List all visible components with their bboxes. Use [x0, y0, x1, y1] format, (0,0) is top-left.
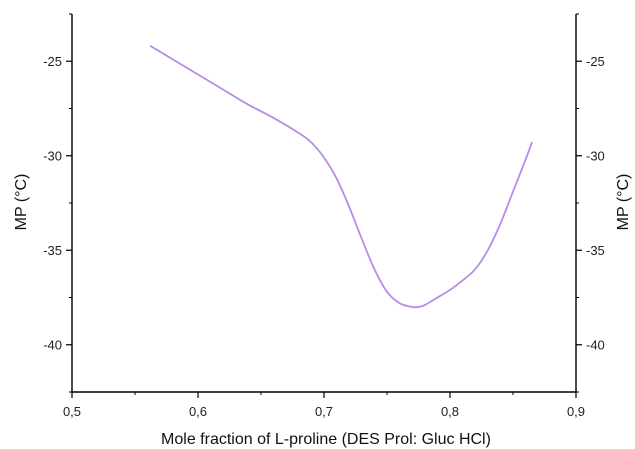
y-tick-label-right: -25	[586, 54, 605, 69]
series-line	[149, 45, 533, 309]
y-axis-label-right: MP (°C)	[615, 174, 632, 231]
y-tick-label-right: -30	[586, 148, 605, 163]
x-tick-label: 0,9	[567, 404, 585, 419]
y-tick-label-left: -40	[43, 337, 62, 352]
y-axis-label-left: MP (°C)	[13, 174, 30, 231]
y-tick-label-right: -35	[586, 243, 605, 258]
plot-frame	[71, 14, 577, 393]
x-tick-label: 0,5	[63, 404, 81, 419]
x-tick-label: 0,6	[189, 404, 207, 419]
x-axis-label: Mole fraction of L-proline (DES Prol: Gl…	[161, 431, 491, 448]
y-tick-label-left: -30	[43, 148, 62, 163]
series-layer	[149, 45, 533, 309]
y-tick-label-right: -40	[586, 337, 605, 352]
x-tick-label: 0,7	[315, 404, 333, 419]
y-tick-label-left: -35	[43, 243, 62, 258]
y-tick-label-left: -25	[43, 54, 62, 69]
axis-ticks	[66, 13, 582, 398]
x-tick-label: 0,8	[441, 404, 459, 419]
tick-labels: 0,5 0,6 0,7 0,8 0,9 -25 -25 -30 -30 -35 -35 -40 -40	[43, 54, 605, 419]
